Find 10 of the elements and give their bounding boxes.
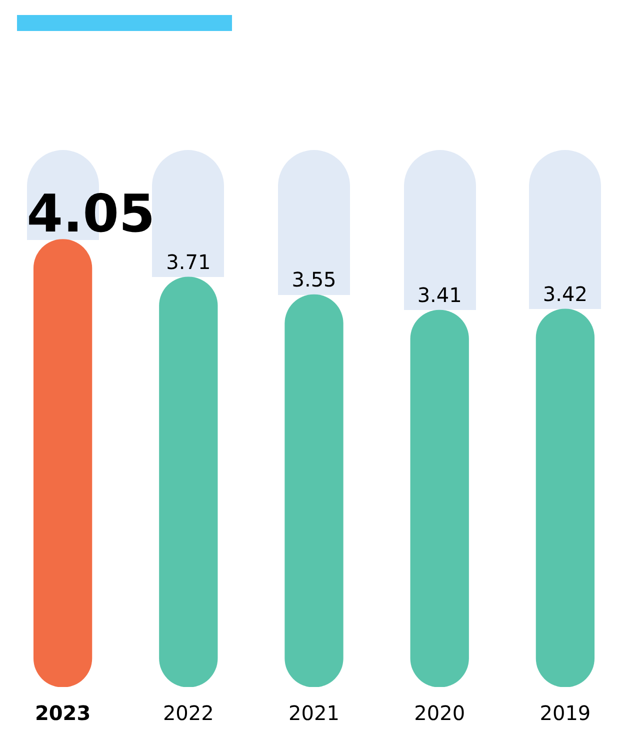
data-label: 4.05	[26, 184, 156, 244]
x-tick-label: 2022	[162, 701, 214, 726]
data-label: 3.41	[417, 283, 462, 308]
x-tick-label: 2023	[34, 701, 91, 726]
x-tick-label: 2020	[414, 701, 466, 726]
data-label: 3.55	[292, 268, 336, 292]
data-label: 3.71	[166, 250, 211, 274]
x-tick-label: 2021	[288, 701, 340, 726]
x-tick-label: 2019	[540, 701, 591, 726]
data-label: 3.42	[542, 282, 588, 306]
